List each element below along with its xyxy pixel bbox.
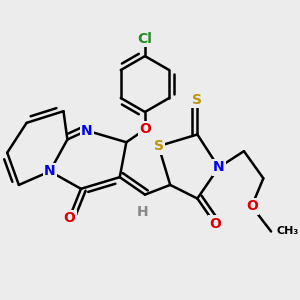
Text: O: O	[246, 199, 258, 213]
Text: O: O	[209, 217, 221, 231]
Text: N: N	[81, 124, 93, 138]
Text: O: O	[63, 211, 75, 225]
Text: S: S	[154, 139, 164, 153]
Text: N: N	[44, 164, 56, 178]
Text: H: H	[137, 205, 149, 219]
Text: O: O	[139, 122, 151, 136]
Text: S: S	[192, 93, 203, 106]
Text: CH₃: CH₃	[277, 226, 299, 236]
Text: N: N	[213, 160, 224, 175]
Text: Cl: Cl	[137, 32, 152, 46]
